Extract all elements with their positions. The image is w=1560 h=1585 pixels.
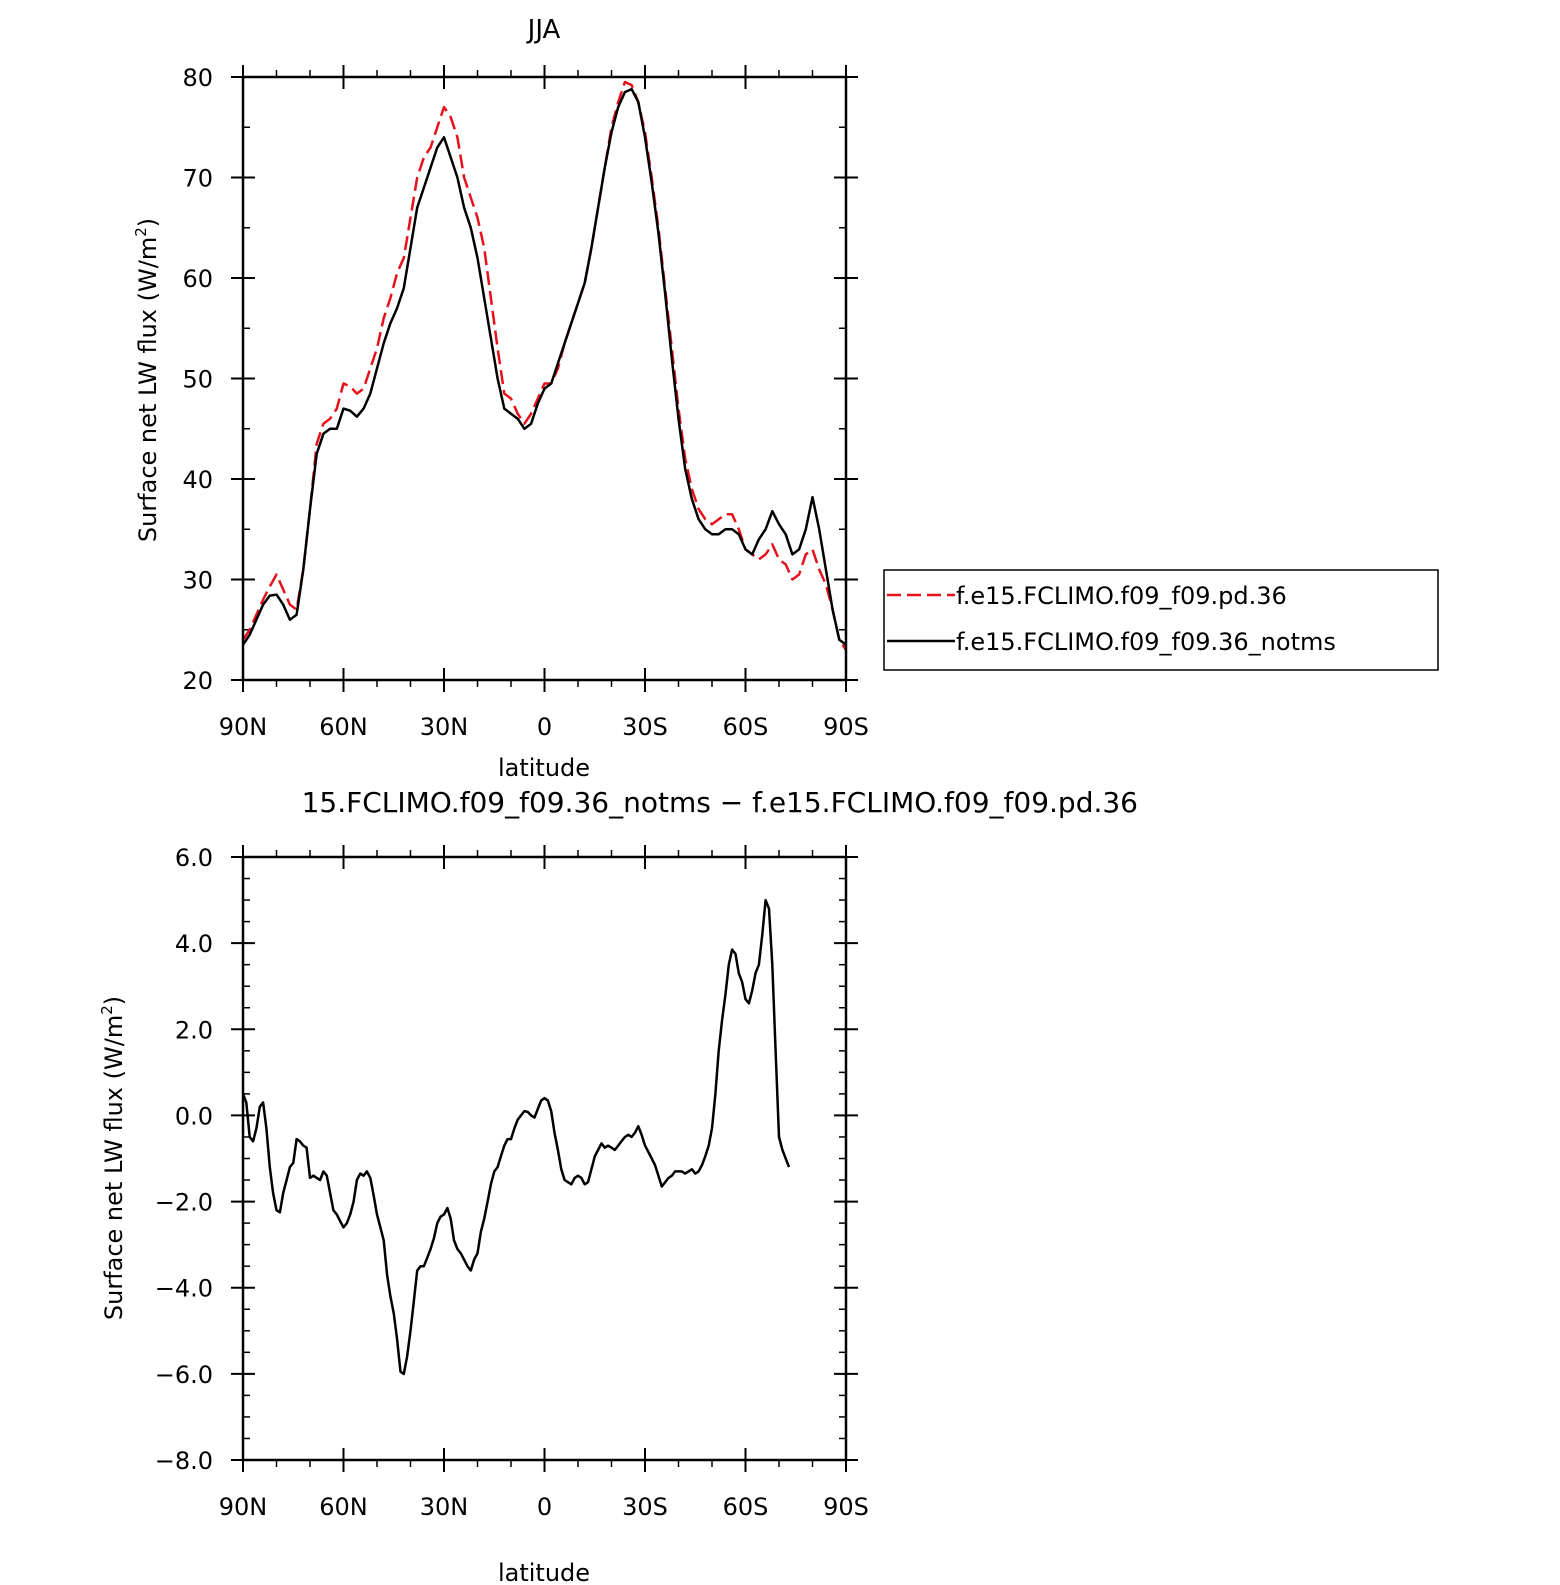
top-plot-area: 20 30 40 50 60 70 80 90N 60N 30N 0 30S 60S 90S bbox=[182, 64, 868, 741]
bottom-x-tick-label: 30N bbox=[420, 1493, 469, 1521]
bottom-plot-area: −8.0 −6.0 −4.0 −2.0 0.0 2.0 4.0 6.0 90N 60N 30N 0 30… bbox=[155, 844, 869, 1521]
bottom-y-tick-label: 6.0 bbox=[175, 844, 213, 872]
top-y-axis-label: Surface net LW flux (W/m2) bbox=[132, 218, 162, 542]
legend-label-notms: f.e15.FCLIMO.f09_f09.36_notms bbox=[956, 628, 1336, 656]
bottom-x-tick-label: 0 bbox=[537, 1493, 552, 1521]
bottom-chart-title: 15.FCLIMO.f09_f09.36_notms − f.e15.FCLIM… bbox=[302, 786, 1138, 819]
top-x-tick-label: 90N bbox=[219, 713, 268, 741]
bottom-x-tick-label: 60N bbox=[319, 1493, 368, 1521]
top-x-axis-label: latitude bbox=[498, 754, 590, 782]
top-y-tick-label: 50 bbox=[182, 366, 213, 394]
bottom-y-tick-label: −2.0 bbox=[155, 1189, 213, 1217]
top-chart-title: JJA bbox=[526, 15, 561, 45]
top-y-tick-label: 40 bbox=[182, 466, 213, 494]
top-x-tick-label: 60N bbox=[319, 713, 368, 741]
bottom-y-tick-label: −6.0 bbox=[155, 1361, 213, 1389]
top-x-tick-label: 30S bbox=[622, 713, 668, 741]
bottom-y-tick-label: 2.0 bbox=[175, 1016, 213, 1044]
bottom-y-tick-label: 0.0 bbox=[175, 1102, 213, 1130]
top-x-tick-label: 60S bbox=[723, 713, 769, 741]
bottom-x-tick-label: 90S bbox=[823, 1493, 869, 1521]
top-y-tick-label: 80 bbox=[182, 64, 213, 92]
bottom-x-tick-label: 90N bbox=[219, 1493, 268, 1521]
bottom-y-tick-label: 4.0 bbox=[175, 930, 213, 958]
bottom-y-tick-label: −8.0 bbox=[155, 1447, 213, 1475]
top-plot-frame bbox=[241, 75, 848, 682]
legend-label-pd36: f.e15.FCLIMO.f09_f09.pd.36 bbox=[956, 582, 1287, 610]
top-y-tick-label: 60 bbox=[182, 265, 213, 293]
bottom-chart: 15.FCLIMO.f09_f09.36_notms − f.e15.FCLIM… bbox=[98, 786, 1138, 1585]
top-series-line-0 bbox=[241, 80, 848, 651]
top-y-tick-label: 20 bbox=[182, 667, 213, 695]
bottom-y-axis-label: Surface net LW flux (W/m2) bbox=[98, 996, 128, 1320]
bottom-x-axis-label: latitude bbox=[498, 1559, 590, 1585]
legend-box bbox=[883, 569, 1439, 671]
bottom-y-tick-label: −4.0 bbox=[155, 1275, 213, 1303]
top-x-tick-label: 30N bbox=[420, 713, 469, 741]
top-x-tick-label: 0 bbox=[537, 713, 552, 741]
top-y-tick-label: 30 bbox=[182, 567, 213, 595]
top-legend: f.e15.FCLIMO.f09_f09.pd.36 f.e15.FCLIMO.… bbox=[883, 569, 1439, 671]
top-series-line-1 bbox=[241, 87, 847, 646]
bottom-plot-frame bbox=[241, 855, 848, 1462]
top-y-tick-label: 70 bbox=[182, 165, 213, 193]
bottom-series-line-0 bbox=[241, 898, 791, 1376]
top-x-tick-label: 90S bbox=[823, 713, 869, 741]
bottom-x-tick-label: 30S bbox=[622, 1493, 668, 1521]
top-chart: JJA 20 30 40 50 60 70 80 90N 60N 30N 0 30S 60S 90S la… bbox=[132, 15, 1439, 782]
bottom-x-tick-label: 60S bbox=[723, 1493, 769, 1521]
